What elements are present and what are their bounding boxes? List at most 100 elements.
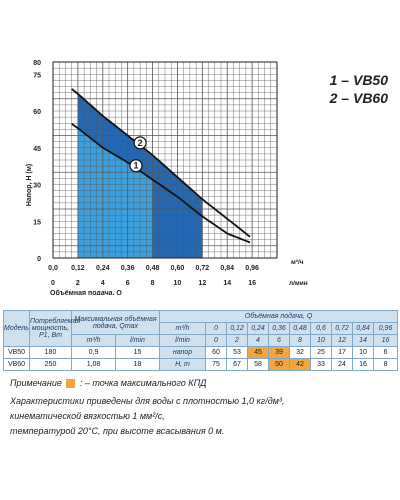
table-power-vb50: 180 <box>29 346 72 359</box>
table-head-vb50-7: 10 <box>352 346 374 359</box>
table-q-lmin-4: 8 <box>289 334 311 347</box>
x-tick-lmin-3: 6 <box>126 280 130 287</box>
table-q-lmin-1: 2 <box>226 334 248 347</box>
curve-1 <box>71 123 251 244</box>
note-label: Примечание <box>10 378 62 388</box>
table-model-vb50: VB50 <box>3 346 30 359</box>
table-head-vb60-1: 67 <box>226 358 248 371</box>
table-q-lmin-6: 12 <box>331 334 353 347</box>
x-tick-lmin-6: 12 <box>198 280 206 287</box>
table-q-lmin-8: 16 <box>372 334 399 347</box>
x-unit-lmin: л/мин <box>289 280 308 287</box>
table-head-vb50-1: 53 <box>226 346 248 359</box>
table-head-vb50-0: 60 <box>205 346 227 359</box>
x-tick-lmin-0: 0 <box>51 280 55 287</box>
table-head-vb60-2: 58 <box>247 358 269 371</box>
table-header-flow: Объёмная подача, Q <box>158 310 399 323</box>
table-qmax-m3h-vb60: 1,08 <box>71 358 116 371</box>
table-q-m3h-1: 0,12 <box>226 322 248 335</box>
spec-table: Модель Потребляемая мощность, P1, Вт Мак… <box>3 310 399 371</box>
table-model-vb60: VB60 <box>3 358 30 371</box>
table-head-vb60-8: 8 <box>372 358 399 371</box>
table-head-vb50-8: 6 <box>372 346 399 359</box>
y-tick-45: 45 <box>33 146 41 153</box>
y-tick-15: 15 <box>33 219 41 226</box>
x-tick-m3h-3: 0,36 <box>121 265 135 272</box>
y-tick-80: 80 <box>33 60 41 67</box>
legend-vb60: 2 – VB60 <box>329 90 388 106</box>
table-q-lmin-5: 10 <box>310 334 332 347</box>
curve-marker-label-2: 2 <box>138 138 143 148</box>
table-q-m3h-0: 0 <box>205 322 227 335</box>
table-head-vb60-4: 42 <box>289 358 311 371</box>
x-tick-lmin-2: 4 <box>101 280 105 287</box>
curve-marker-2 <box>133 136 147 150</box>
note-line: Примечание : – точка максимального КПД <box>10 378 207 389</box>
x-tick-lmin-8: 16 <box>248 280 256 287</box>
table-head-vb50-4: 32 <box>289 346 311 359</box>
legend-vb50: 1 – VB50 <box>329 72 388 88</box>
table-q-lmin-0: 0 <box>205 334 227 347</box>
x-axis-label: Объёмная подача, Q <box>50 289 122 295</box>
table-q-lmin-7: 14 <box>352 334 374 347</box>
y-axis-label: Напор, Н (м) <box>26 164 33 206</box>
table-head-unit: H, m <box>159 358 206 371</box>
table-unit-lmin-qmax: l/min <box>115 334 160 347</box>
table-q-m3h-5: 0,6 <box>310 322 332 335</box>
max-efficiency-swatch <box>66 379 76 389</box>
table-header-maxflow: Максимальная объёмная подача, Qmax <box>71 310 160 335</box>
y-tick-75: 75 <box>33 72 41 79</box>
x-tick-m3h-0: 0,0 <box>48 265 58 272</box>
x-tick-m3h-7: 0,84 <box>220 265 234 272</box>
table-q-lmin-2: 4 <box>247 334 269 347</box>
curve-marker-1 <box>129 159 143 173</box>
table-head-vb60-5: 33 <box>310 358 332 371</box>
y-tick-30: 30 <box>33 183 41 190</box>
table-head-vb50-5: 25 <box>310 346 332 359</box>
table-head-vb60-0: 75 <box>205 358 227 371</box>
x-tick-m3h-6: 0,72 <box>196 265 210 272</box>
x-tick-lmin-5: 10 <box>174 280 182 287</box>
table-head-vb60-6: 24 <box>331 358 353 371</box>
note-text: : – точка максимального КПД <box>79 378 207 388</box>
note-density: Характеристики приведены для воды с плот… <box>10 396 285 406</box>
table-head-vb50-6: 17 <box>331 346 353 359</box>
table-header-power: Потребляемая мощность, P1, Вт <box>29 310 80 347</box>
x-tick-m3h-2: 0,24 <box>96 265 110 272</box>
table-q-m3h-7: 0,84 <box>352 322 374 335</box>
table-head-label: напор <box>159 346 206 359</box>
table-qmax-m3h-vb50: 0,9 <box>71 346 116 359</box>
table-head-vb50-2: 45 <box>247 346 269 359</box>
y-tick-0: 0 <box>37 256 41 263</box>
table-q-m3h-2: 0,24 <box>247 322 269 335</box>
curve-marker-label-1: 1 <box>133 161 138 171</box>
table-q-lmin-3: 6 <box>268 334 290 347</box>
table-q-m3h-8: 0,96 <box>372 322 399 335</box>
x-tick-m3h-8: 0,96 <box>245 265 259 272</box>
table-unit-lmin: l/min <box>159 334 206 347</box>
curve-2 <box>71 88 251 238</box>
table-power-vb60: 250 <box>29 358 72 371</box>
x-tick-m3h-4: 0,48 <box>146 265 160 272</box>
table-unit-m3h: m³/h <box>159 322 206 335</box>
x-tick-m3h-5: 0,60 <box>171 265 185 272</box>
table-head-vb60-7: 16 <box>352 358 374 371</box>
table-unit-m3h-qmax: m³/h <box>71 334 116 347</box>
table-q-m3h-4: 0,48 <box>289 322 311 335</box>
x-tick-m3h-1: 0,12 <box>71 265 85 272</box>
x-tick-lmin-7: 14 <box>223 280 231 287</box>
table-q-m3h-6: 0,72 <box>331 322 353 335</box>
note-temperature: температурой 20°С, при высоте всасывания… <box>10 426 225 436</box>
note-viscosity: кинематической вязкостью 1 мм²/с, <box>10 411 165 421</box>
table-head-vb60-3: 50 <box>268 358 290 371</box>
table-q-m3h-3: 0,36 <box>268 322 290 335</box>
plot-border <box>52 61 278 259</box>
table-qmax-lmin-vb50: 15 <box>115 346 160 359</box>
x-unit-m3h: м³/ч <box>291 259 304 266</box>
y-tick-60: 60 <box>33 109 41 116</box>
table-header-model: Модель <box>3 310 30 347</box>
x-tick-lmin-4: 8 <box>151 280 155 287</box>
table-qmax-lmin-vb60: 18 <box>115 358 160 371</box>
table-head-vb50-3: 39 <box>268 346 290 359</box>
